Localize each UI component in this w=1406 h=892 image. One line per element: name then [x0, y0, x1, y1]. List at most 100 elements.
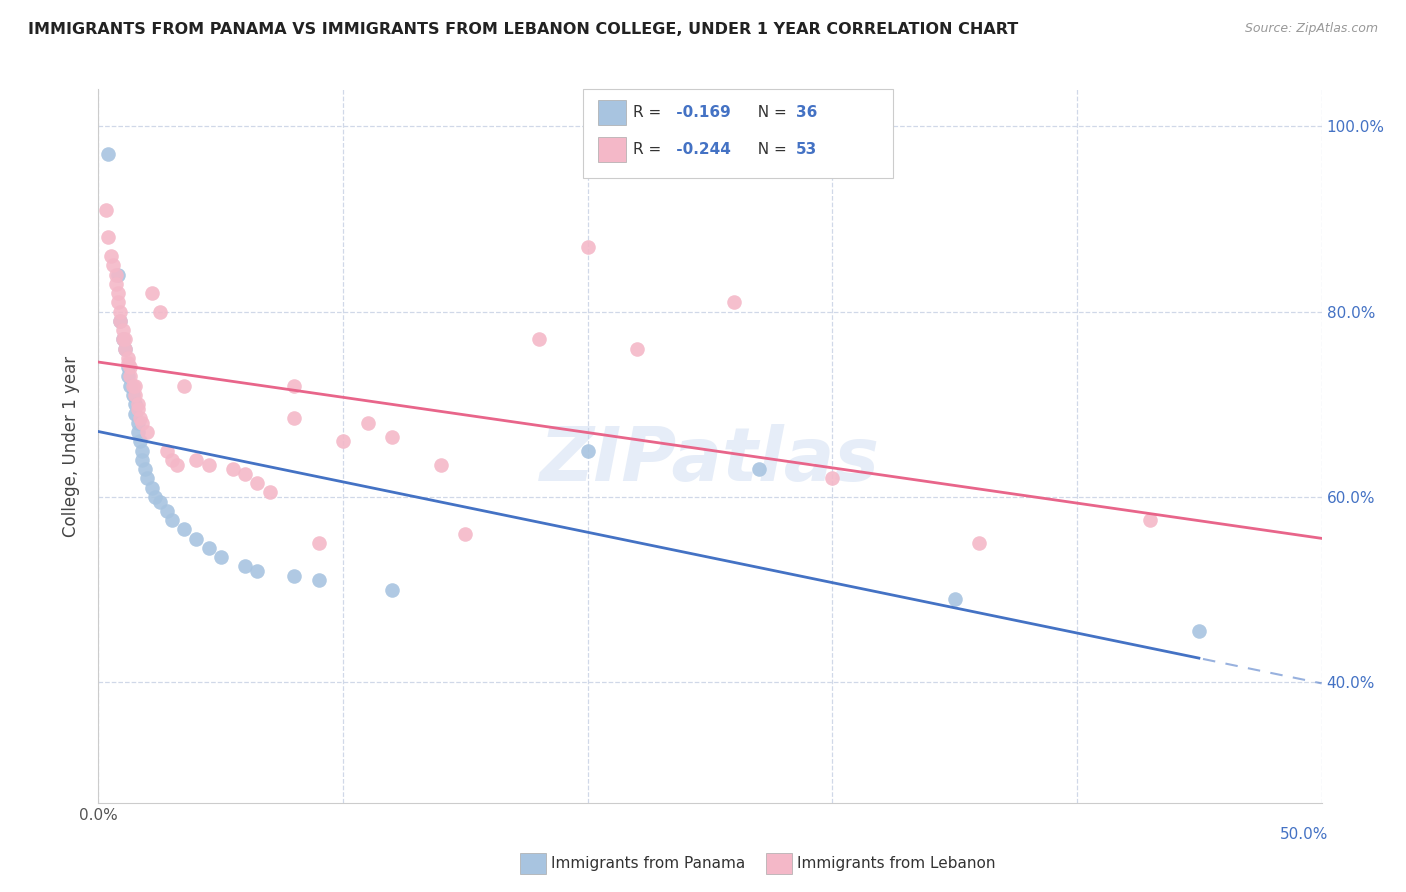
- Point: [131, 443, 153, 458]
- Point: [131, 453, 153, 467]
- Point: [160, 513, 183, 527]
- Point: [124, 397, 146, 411]
- Point: [156, 443, 179, 458]
- Point: [120, 369, 142, 384]
- Point: [134, 462, 156, 476]
- Point: [173, 523, 195, 537]
- Point: [136, 471, 159, 485]
- Point: [101, 258, 124, 272]
- Point: [114, 342, 136, 356]
- Point: [186, 532, 208, 546]
- Point: [94, 202, 117, 217]
- Point: [124, 388, 146, 402]
- Text: Immigrants from Lebanon: Immigrants from Lebanon: [797, 856, 995, 871]
- Point: [124, 378, 146, 392]
- Text: ZIPatlas: ZIPatlas: [540, 424, 880, 497]
- Point: [723, 295, 745, 310]
- Point: [430, 458, 453, 472]
- Point: [143, 490, 166, 504]
- Text: IMMIGRANTS FROM PANAMA VS IMMIGRANTS FROM LEBANON COLLEGE, UNDER 1 YEAR CORRELAT: IMMIGRANTS FROM PANAMA VS IMMIGRANTS FRO…: [28, 22, 1018, 37]
- Point: [104, 268, 127, 282]
- Text: 36: 36: [796, 105, 817, 120]
- Point: [149, 494, 172, 508]
- Point: [121, 388, 143, 402]
- Point: [748, 462, 770, 476]
- Point: [1188, 624, 1211, 639]
- Point: [222, 462, 245, 476]
- Point: [576, 240, 599, 254]
- Point: [156, 504, 179, 518]
- Point: [120, 360, 142, 375]
- Text: -0.169: -0.169: [671, 105, 730, 120]
- Text: Source: ZipAtlas.com: Source: ZipAtlas.com: [1244, 22, 1378, 36]
- Text: Immigrants from Panama: Immigrants from Panama: [551, 856, 745, 871]
- Point: [107, 286, 129, 301]
- Point: [381, 430, 404, 444]
- Point: [129, 434, 152, 449]
- Point: [100, 249, 122, 263]
- Point: [186, 453, 208, 467]
- Point: [114, 342, 136, 356]
- Point: [124, 407, 146, 421]
- Point: [246, 564, 269, 578]
- Point: [233, 467, 256, 481]
- Text: R =: R =: [633, 105, 666, 120]
- Point: [173, 378, 195, 392]
- Text: 53: 53: [796, 143, 817, 157]
- Point: [166, 458, 188, 472]
- Point: [821, 471, 844, 485]
- Y-axis label: College, Under 1 year: College, Under 1 year: [62, 355, 80, 537]
- Point: [111, 333, 134, 347]
- Text: -0.244: -0.244: [671, 143, 731, 157]
- Point: [107, 295, 129, 310]
- Point: [117, 360, 139, 375]
- Point: [129, 411, 152, 425]
- Point: [197, 458, 219, 472]
- Point: [111, 323, 134, 337]
- Point: [308, 574, 330, 588]
- Point: [141, 286, 163, 301]
- Point: [127, 401, 149, 416]
- Point: [104, 277, 127, 291]
- Point: [160, 453, 183, 467]
- Point: [141, 481, 163, 495]
- Point: [127, 425, 149, 439]
- Point: [381, 582, 404, 597]
- Point: [626, 342, 648, 356]
- Point: [332, 434, 354, 449]
- Point: [110, 314, 132, 328]
- Point: [117, 369, 139, 384]
- Point: [209, 550, 232, 565]
- Point: [107, 268, 129, 282]
- Point: [110, 304, 132, 318]
- Point: [233, 559, 256, 574]
- Point: [527, 333, 550, 347]
- Point: [356, 416, 378, 430]
- Point: [197, 541, 219, 555]
- Text: N =: N =: [748, 105, 792, 120]
- Point: [308, 536, 330, 550]
- Point: [131, 416, 153, 430]
- Point: [283, 568, 305, 582]
- Point: [967, 536, 990, 550]
- Point: [97, 147, 120, 161]
- Point: [259, 485, 281, 500]
- Point: [283, 378, 305, 392]
- Point: [136, 425, 159, 439]
- Point: [120, 378, 142, 392]
- Point: [454, 527, 477, 541]
- Point: [97, 230, 120, 244]
- Point: [121, 378, 143, 392]
- Text: R =: R =: [633, 143, 666, 157]
- Point: [149, 304, 172, 318]
- Point: [111, 333, 134, 347]
- Point: [117, 355, 139, 369]
- Point: [110, 314, 132, 328]
- Text: N =: N =: [748, 143, 792, 157]
- Point: [246, 476, 269, 491]
- Point: [117, 351, 139, 365]
- Text: 50.0%: 50.0%: [1281, 827, 1329, 841]
- Point: [114, 333, 136, 347]
- Point: [1139, 513, 1161, 527]
- Point: [127, 397, 149, 411]
